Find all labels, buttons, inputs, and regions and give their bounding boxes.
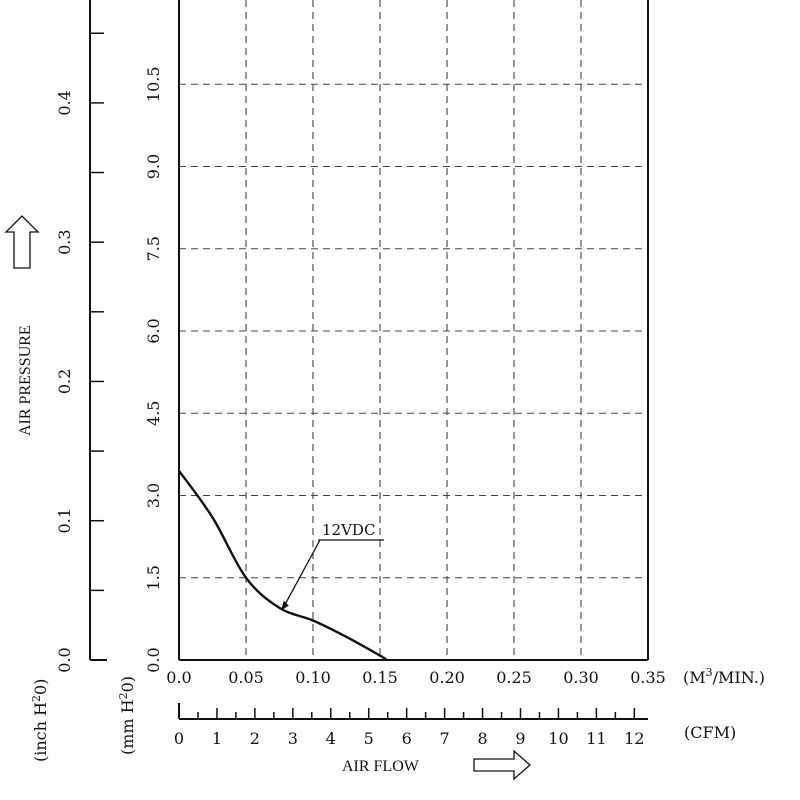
y-inch-tick-label-2: 0.2	[55, 369, 74, 394]
x-m3-tick-label-1: 0.05	[228, 668, 264, 687]
x-cfm-tick-label-6: 6	[402, 729, 412, 748]
x-m3-tick-label-3: 0.15	[362, 668, 398, 687]
series-leader-arrowhead-0	[280, 600, 289, 611]
x-cfm-tick-label-2: 2	[250, 729, 260, 748]
x-cfm-tick-label-9: 9	[515, 729, 525, 748]
x-axis-title: AIR FLOW	[342, 758, 420, 775]
x-axis-m3min: 0.0 0.05 0.10 0.15 0.20 0.25 0.30 0.35	[166, 668, 666, 687]
x-cfm-tick-label-8: 8	[477, 729, 487, 748]
y-inch-tick-label-3: 0.3	[55, 229, 74, 254]
grid-lines	[179, 0, 648, 660]
x-m3-tick-label-4: 0.20	[429, 668, 465, 687]
x-cfm-tick-label-7: 7	[440, 729, 450, 748]
y-inch-tick-label-4: 0.4	[55, 90, 74, 115]
series-layer: 12VDC	[178, 470, 388, 662]
y-unit-mm: (mm H20)	[117, 676, 137, 755]
x-m3-tick-label-7: 0.35	[630, 668, 666, 687]
y-mm-tick-label-4: 6.0	[144, 318, 163, 343]
svg-text:(M3/MIN.): (M3/MIN.)	[683, 666, 765, 687]
series-line-0	[178, 470, 388, 662]
y-mm-tick-label-5: 7.5	[144, 236, 163, 261]
y-mm-tick-label-1: 1.5	[144, 565, 163, 590]
y-axis-inch: 0.0 0.1 0.2 0.3 0.4	[55, 0, 107, 673]
x-cfm-tick-label-0: 0	[174, 729, 184, 748]
x-cfm-tick-label-10: 10	[548, 729, 568, 748]
x-cfm-tick-label-4: 4	[326, 729, 336, 748]
plot-frame	[178, 0, 649, 661]
y-mm-tick-label-6: 9.0	[144, 154, 163, 179]
x-m3-tick-label-5: 0.25	[496, 668, 532, 687]
x-m3-tick-label-0: 0.0	[166, 668, 191, 687]
x-unit-primary: (M3/MIN.)	[683, 666, 765, 687]
y-axis-title: AIR PRESSURE	[17, 325, 34, 436]
y-inch-tick-label-1: 0.1	[55, 508, 74, 533]
arrow-right-icon	[473, 749, 531, 781]
y-mm-tick-label-0: 0.0	[144, 647, 163, 672]
x-axis-cfm: 0 1 2 3 4 5 6 7 8 9 10 11 12	[174, 703, 648, 748]
x-m3-tick-label-6: 0.30	[563, 668, 599, 687]
y-axis-mm: 0.0 1.5 3.0 4.5 6.0 7.5 9.0 10.5	[144, 66, 163, 672]
y-mm-tick-label-2: 3.0	[144, 483, 163, 508]
series-leader-line-0	[283, 539, 321, 607]
x-cfm-tick-label-5: 5	[364, 729, 374, 748]
y-inch-tick-label-0: 0.0	[55, 647, 74, 672]
x-cfm-tick-label-12: 12	[624, 729, 644, 748]
series-label-0: 12VDC	[322, 521, 375, 539]
y-mm-tick-label-7: 10.5	[144, 66, 163, 102]
x-unit-secondary: (CFM)	[684, 723, 736, 742]
x-cfm-tick-label-3: 3	[288, 729, 298, 748]
x-cfm-tick-label-1: 1	[212, 729, 222, 748]
arrow-up-icon	[4, 215, 40, 269]
x-m3-tick-label-2: 0.10	[295, 668, 331, 687]
svg-text:(mm H20): (mm H20)	[117, 676, 137, 755]
svg-text:(inch H20): (inch H20)	[30, 679, 50, 762]
y-mm-tick-label-3: 4.5	[144, 401, 163, 426]
y-unit-inch: (inch H20)	[30, 679, 50, 762]
x-cfm-tick-label-11: 11	[586, 729, 606, 748]
